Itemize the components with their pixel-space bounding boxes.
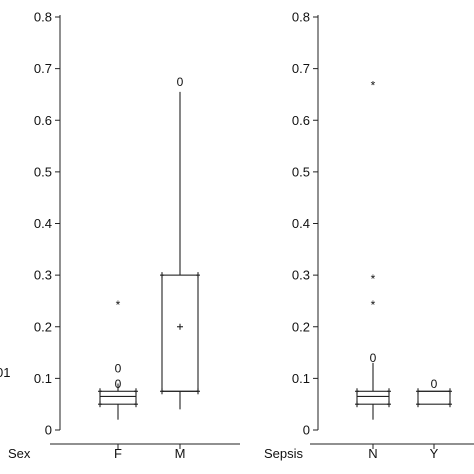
y-tick-label: 0 xyxy=(303,423,310,438)
box-body xyxy=(356,390,390,405)
y-tick-label: 0.4 xyxy=(34,216,52,231)
outlier-marker: 0 xyxy=(177,75,184,89)
x-category-label: Y xyxy=(430,446,439,461)
y-tick-label: 0.3 xyxy=(292,268,310,283)
box-N: 0 * * * xyxy=(355,79,391,420)
box-Y: 0 xyxy=(416,377,452,408)
outlier-extreme-marker: * xyxy=(116,298,121,312)
y-tick-label: 0.3 xyxy=(34,268,52,283)
y-tick-label: 0.8 xyxy=(292,10,310,25)
y-tick-label: 0.6 xyxy=(292,113,310,128)
box-body xyxy=(99,390,137,405)
outlier-extreme-marker: * xyxy=(371,272,376,286)
y-tick-label: 0.1 xyxy=(292,371,310,386)
y-tick-label: 0.8 xyxy=(34,10,52,25)
group-label: Sepsis xyxy=(264,446,304,461)
y-tick-label: 0.2 xyxy=(292,319,310,334)
box-M: 0 xyxy=(160,75,200,410)
y-tick-label: 0.6 xyxy=(34,113,52,128)
y-tick-label: 0.5 xyxy=(292,164,310,179)
outlier-extreme-marker: * xyxy=(371,79,376,93)
x-category-label: N xyxy=(368,446,377,461)
y-tick-label: 0.1 xyxy=(34,371,52,386)
outlier-extreme-marker: * xyxy=(371,298,376,312)
panel-right: 0 0.1 0.2 0.3 0.4 0.5 0.6 0.7 0.8 Sepsis N Y 0 * * * 0 xyxy=(264,10,474,461)
y-tick-label: 0 xyxy=(45,423,52,438)
outlier-marker: 0 xyxy=(431,377,438,391)
edge-label-fragment: 01 xyxy=(0,365,10,380)
y-tick-label: 0.7 xyxy=(292,61,310,76)
x-category-label: F xyxy=(114,446,122,461)
y-tick-label: 0.7 xyxy=(34,61,52,76)
group-label: Sex xyxy=(8,446,31,461)
y-tick-label: 0.2 xyxy=(34,319,52,334)
y-tick-label: 0.5 xyxy=(34,164,52,179)
x-category-label: M xyxy=(175,446,186,461)
box-body xyxy=(417,390,451,405)
outlier-marker: 0 xyxy=(115,362,122,376)
panels-group: 00.10.20.30.40.50.60.70.8SexFM00*00100.1… xyxy=(0,10,474,461)
outlier-marker: 0 xyxy=(115,377,122,391)
outlier-marker: 0 xyxy=(370,351,377,365)
box-F: 00 * xyxy=(98,298,138,420)
y-tick-label: 0.4 xyxy=(292,216,310,231)
box-body xyxy=(161,274,199,392)
